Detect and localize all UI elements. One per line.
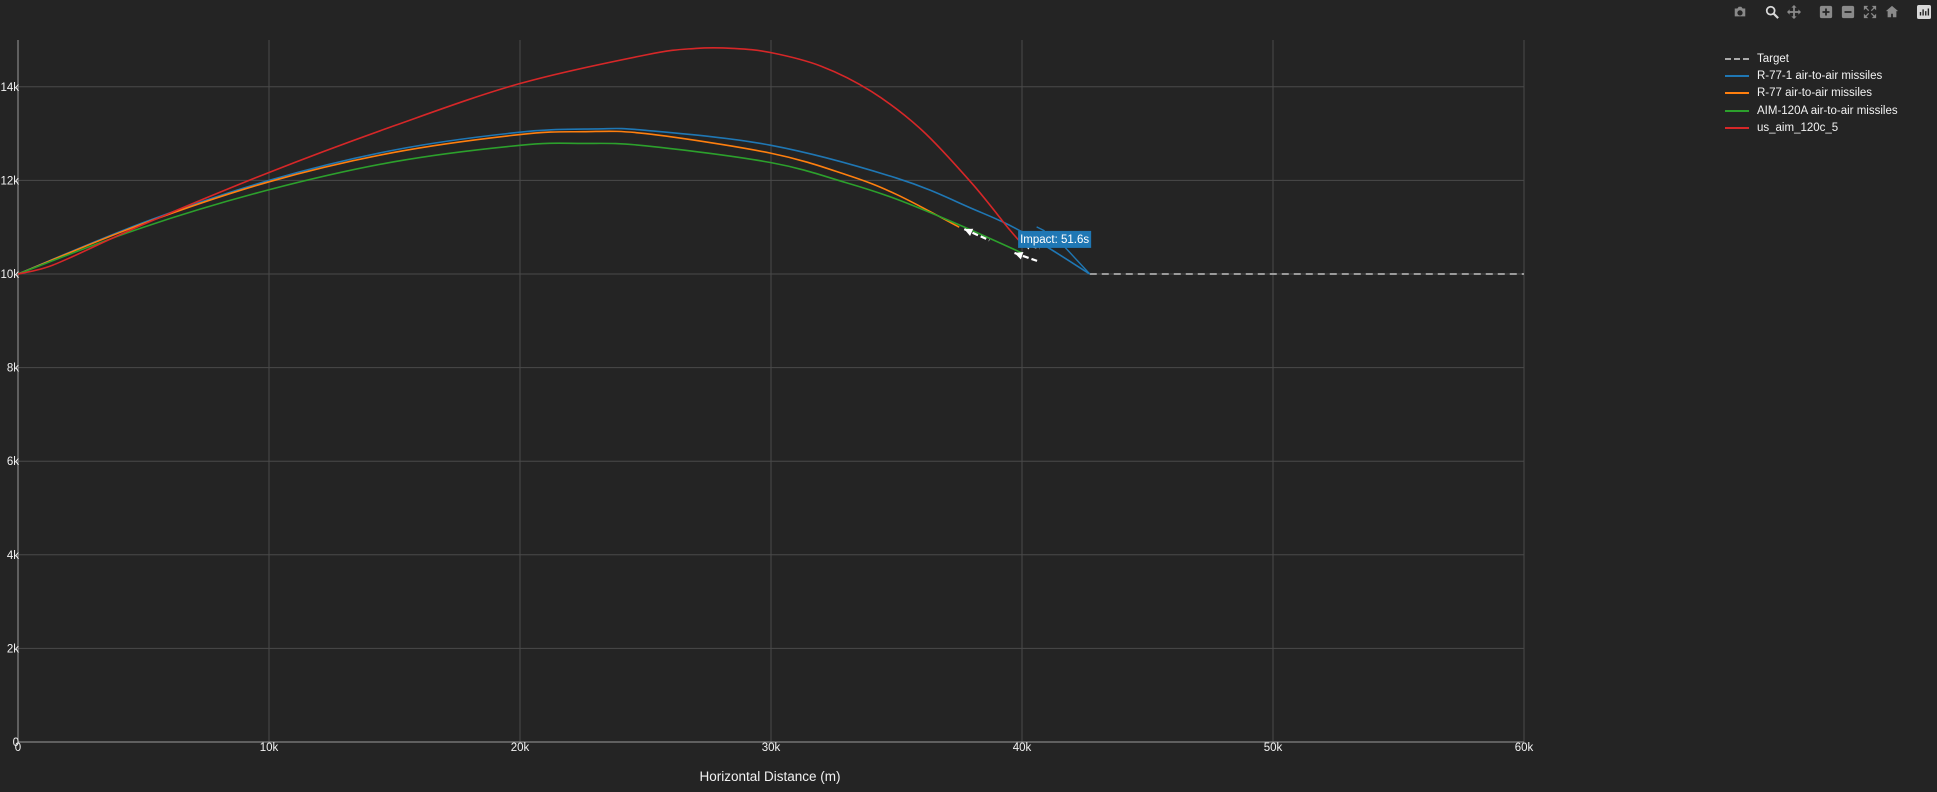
series-line-r-77-air-to-air-missiles[interactable] bbox=[18, 130, 960, 275]
legend-label: us_aim_120c_5 bbox=[1757, 121, 1839, 134]
zoom-icon[interactable] bbox=[1763, 3, 1781, 21]
y-tick-label: 2k bbox=[7, 643, 19, 655]
reset-axes-icon[interactable] bbox=[1883, 3, 1901, 21]
x-axis-title: Horizontal Distance (m) bbox=[699, 769, 840, 784]
series-layer[interactable] bbox=[18, 46, 1524, 275]
legend-label: Target bbox=[1757, 52, 1789, 65]
legend-item-target[interactable]: Target bbox=[1725, 50, 1898, 67]
y-tick-label: 8k bbox=[7, 363, 19, 375]
modebar bbox=[1721, 3, 1933, 21]
x-tick-label: 20k bbox=[511, 742, 530, 754]
legend-swatch bbox=[1725, 92, 1749, 95]
impact-arrow-aim120a bbox=[1014, 251, 1038, 262]
legend-swatch bbox=[1725, 109, 1749, 112]
zoom-out-icon[interactable] bbox=[1839, 3, 1857, 21]
x-tick-label: 10k bbox=[260, 742, 279, 754]
x-tick-label: 30k bbox=[762, 742, 781, 754]
series-line-us-aim-120c-5[interactable] bbox=[18, 46, 1023, 275]
legend-label: R-77-1 air-to-air missiles bbox=[1757, 69, 1883, 82]
y-tick-label: 4k bbox=[7, 550, 19, 562]
x-tick-label: 40k bbox=[1013, 742, 1032, 754]
zero-lines bbox=[17, 40, 1524, 743]
legend-item-us-aim-120c-5[interactable]: us_aim_120c_5 bbox=[1725, 119, 1898, 136]
impact-annotation: Impact: 51.6s bbox=[1018, 226, 1092, 275]
pan-icon[interactable] bbox=[1785, 3, 1803, 21]
y-tick-label: 6k bbox=[7, 456, 19, 468]
zoom-in-icon[interactable] bbox=[1817, 3, 1835, 21]
legend-swatch bbox=[1725, 74, 1749, 77]
legend-label: AIM-120A air-to-air missiles bbox=[1757, 104, 1898, 117]
autoscale-icon[interactable] bbox=[1861, 3, 1879, 21]
y-axis-ticks: 0 2k 4k 6k 8k 10k 12k 14k bbox=[0, 82, 19, 749]
impact-annotation-text: Impact: 51.6s bbox=[1020, 234, 1089, 246]
legend-item-r-77-1-air-to-air-missiles[interactable]: R-77-1 air-to-air missiles bbox=[1725, 67, 1898, 84]
legend-item-aim-120a-air-to-air-missiles[interactable]: AIM-120A air-to-air missiles bbox=[1725, 102, 1898, 119]
impact-arrow-r77 bbox=[963, 228, 990, 242]
series-line-aim-120a-air-to-air-missiles[interactable] bbox=[18, 142, 1023, 275]
legend: Target R-77-1 air-to-air missiles R-77 air… bbox=[1725, 50, 1898, 136]
annotations: Impact: 51.6s bbox=[1018, 226, 1092, 275]
legend-item-r-77-air-to-air-missiles[interactable]: R-77 air-to-air missiles bbox=[1725, 85, 1898, 102]
camera-icon[interactable] bbox=[1731, 3, 1749, 21]
legend-label: R-77 air-to-air missiles bbox=[1757, 87, 1873, 100]
y-tick-label: 0 bbox=[13, 737, 19, 749]
x-tick-label: 0 bbox=[15, 742, 21, 754]
x-tick-label: 50k bbox=[1264, 742, 1283, 754]
y-tick-label: 10k bbox=[0, 269, 19, 281]
legend-swatch bbox=[1725, 126, 1749, 129]
plotly-logo-icon[interactable] bbox=[1915, 3, 1933, 21]
x-axis-ticks: 0 10k 20k 30k 40k 50k 60k bbox=[15, 742, 1534, 754]
y-tick-label: 12k bbox=[0, 175, 19, 187]
legend-swatch bbox=[1725, 57, 1749, 60]
x-tick-label: 60k bbox=[1515, 742, 1534, 754]
y-tick-label: 14k bbox=[0, 82, 19, 94]
series-line-r-77-1-air-to-air-missiles[interactable] bbox=[18, 127, 1091, 275]
